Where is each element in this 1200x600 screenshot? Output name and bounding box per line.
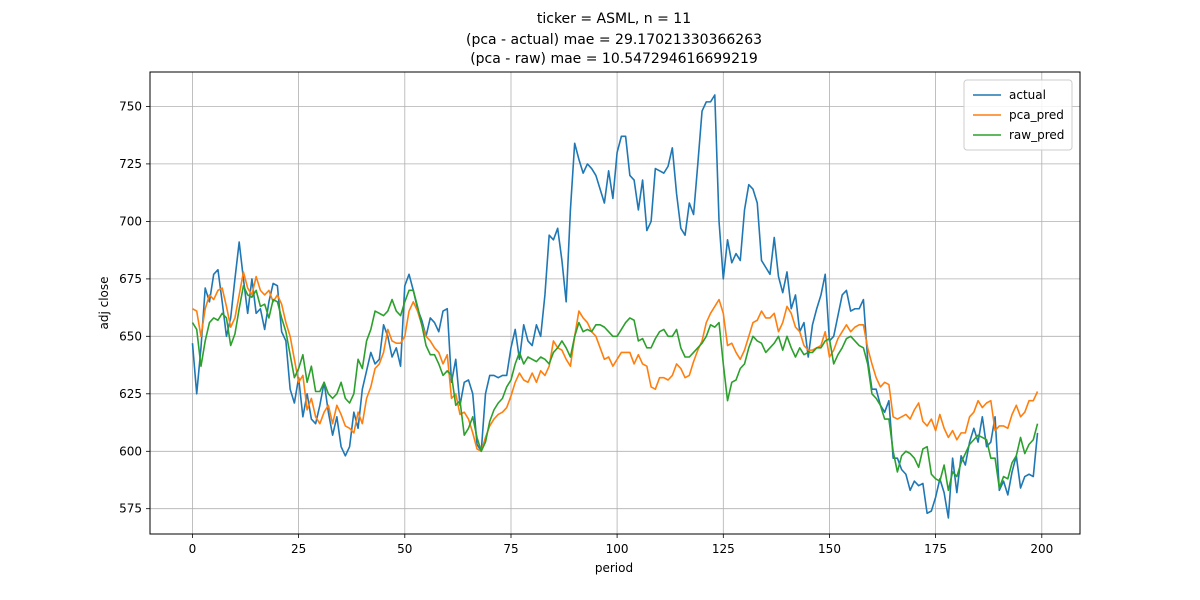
y-tick-label: 600 <box>119 444 142 458</box>
x-tick-label: 200 <box>1030 542 1053 556</box>
chart-title: ticker = ASML, n = 11 (pca - actual) mae… <box>466 11 762 67</box>
series-line-actual <box>191 94 1039 519</box>
title-line-2: (pca - actual) mae = 29.17021330366263 <box>466 32 762 48</box>
y-tick-label: 625 <box>119 387 142 401</box>
x-tick-label: 50 <box>397 542 412 556</box>
legend: actual pca_pred raw_pred <box>963 79 1073 151</box>
x-tick-label: 150 <box>818 542 841 556</box>
plot-frame <box>149 71 1081 535</box>
x-tick-label: 0 <box>189 542 197 556</box>
x-axis-label: period <box>595 561 633 575</box>
title-line-3: (pca - raw) mae = 10.547294616699219 <box>470 51 758 67</box>
series-lines <box>191 94 1039 519</box>
y-axis-label: adj close <box>97 276 111 329</box>
series-line-raw-pred <box>191 284 1039 492</box>
x-tick-label: 100 <box>606 542 629 556</box>
y-tick-label: 700 <box>119 214 142 228</box>
legend-label-pca-pred: pca_pred <box>1009 108 1064 122</box>
legend-box <box>963 79 1073 151</box>
x-tick-label: 25 <box>291 542 306 556</box>
y-tick-label: 725 <box>119 157 142 171</box>
grid-lines <box>150 72 1080 534</box>
y-tick-label: 575 <box>119 502 142 516</box>
x-tick-label: 125 <box>712 542 735 556</box>
legend-label-actual: actual <box>1009 88 1046 102</box>
x-tick-label: 175 <box>924 542 947 556</box>
x-tick-label: 75 <box>503 542 518 556</box>
y-tick-label: 750 <box>119 100 142 114</box>
title-line-1: ticker = ASML, n = 11 <box>537 11 691 27</box>
series-line-pca-pred <box>192 271 1039 453</box>
legend-label-raw-pred: raw_pred <box>1009 128 1064 142</box>
y-tick-label: 675 <box>119 272 142 286</box>
axis-ticks: 0 25 50 75 100 125 150 175 200 575 600 625 650 675 700… <box>119 100 1053 557</box>
y-tick-label: 650 <box>119 329 142 343</box>
